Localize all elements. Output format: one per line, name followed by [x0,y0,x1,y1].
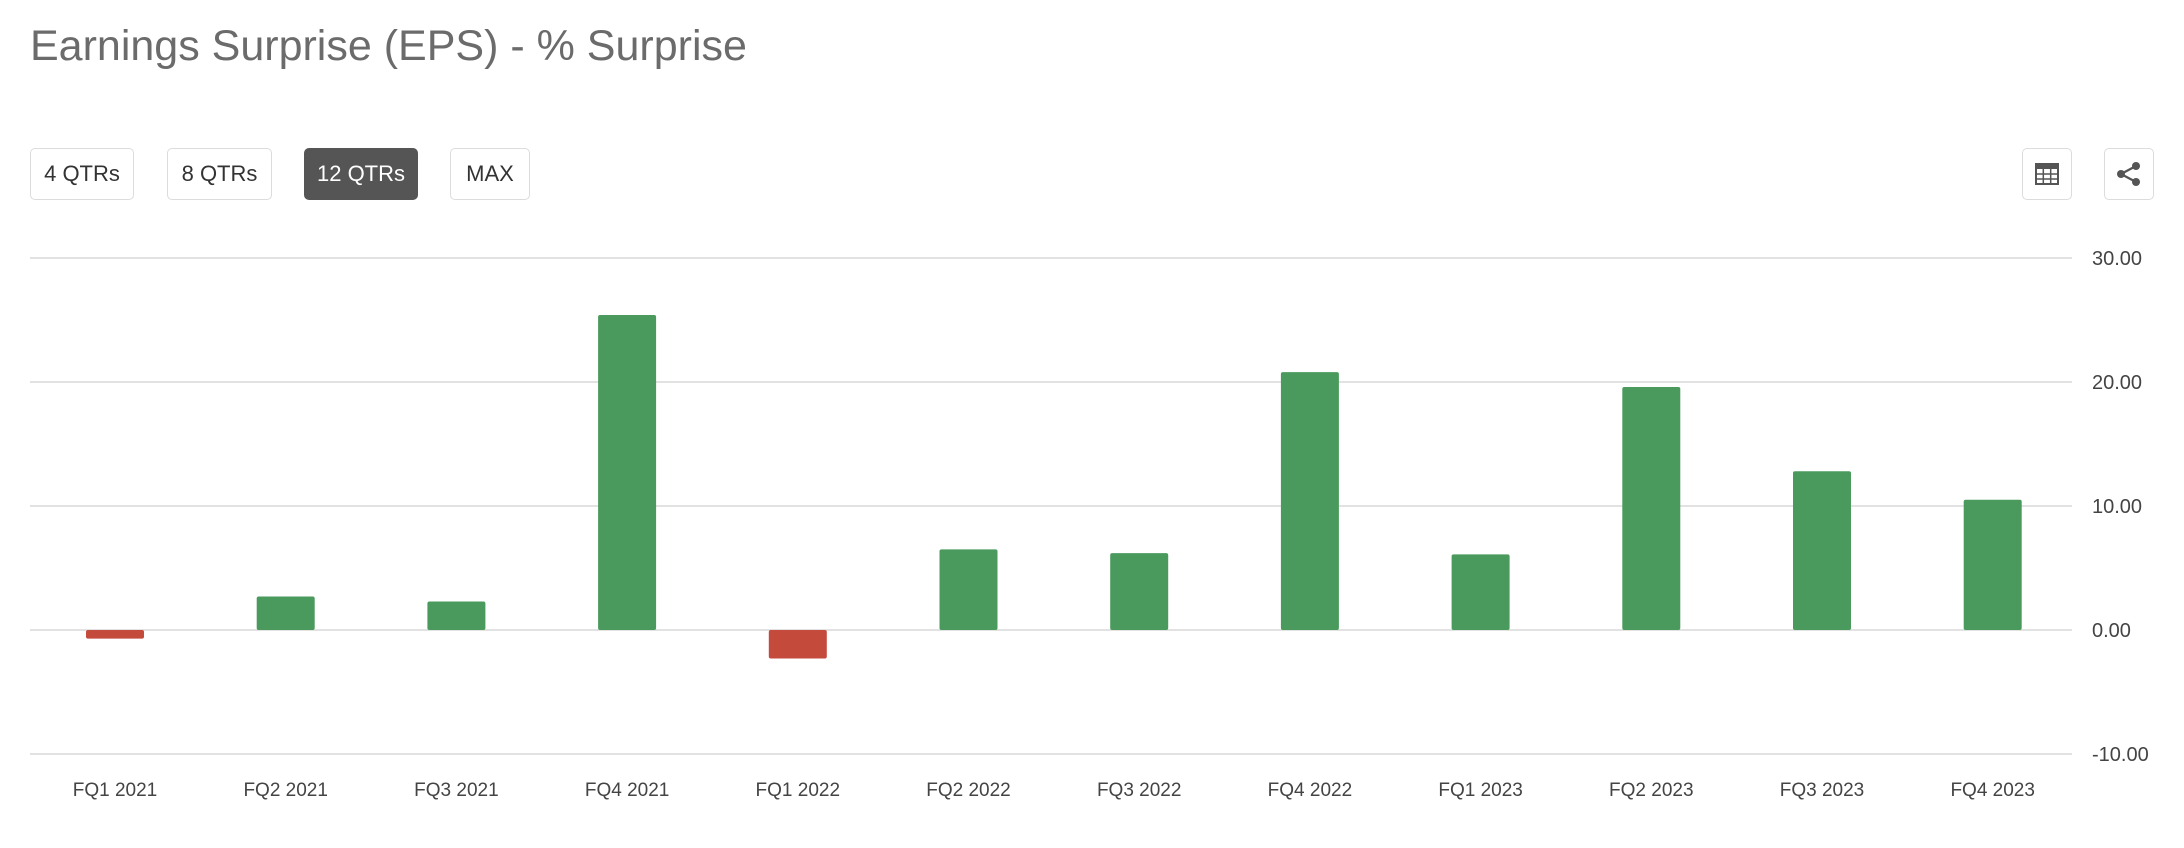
table-icon [2035,163,2059,185]
bar-fq1-2023[interactable] [1451,554,1510,630]
y-tick-label: 30.00 [2092,248,2142,270]
bar-fq4-2022[interactable] [1280,372,1339,630]
x-tick-label: FQ2 2022 [926,780,1011,801]
x-tick-label: FQ4 2021 [585,780,670,801]
x-tick-label: FQ1 2021 [73,780,158,801]
x-tick-label: FQ3 2022 [1097,780,1182,801]
x-tick-label: FQ4 2022 [1268,780,1353,801]
x-tick-label: FQ2 2023 [1609,780,1694,801]
bar-fq4-2021[interactable] [598,315,657,630]
x-tick-label: FQ3 2021 [414,780,499,801]
bar-fq3-2021[interactable] [427,601,486,630]
bar-fq2-2022[interactable] [939,549,998,630]
bar-fq2-2023[interactable] [1622,386,1681,630]
x-tick-label: FQ2 2021 [243,780,328,801]
y-tick-label: 0.00 [2092,620,2131,642]
bar-fq1-2021[interactable] [86,630,144,639]
page-title: Earnings Surprise (EPS) - % Surprise [30,22,747,70]
y-tick-label: 10.00 [2092,496,2142,518]
x-tick-label: FQ3 2023 [1780,780,1865,801]
y-tick-label: -10.00 [2092,744,2149,766]
table-view-button[interactable] [2022,148,2072,200]
x-tick-label: FQ4 2023 [1950,780,2035,801]
bar-fq1-2022[interactable] [768,630,827,659]
period-4-qtrs-button[interactable]: 4 QTRs [30,148,134,200]
period-12-qtrs-button[interactable]: 12 QTRs [304,148,418,200]
bar-fq3-2023[interactable] [1793,471,1851,630]
bar-fq4-2023[interactable] [1963,499,2022,630]
bar-fq2-2021[interactable] [256,596,315,630]
y-tick-label: 20.00 [2092,372,2142,394]
period-max-button[interactable]: MAX [450,148,530,200]
bar-fq3-2022[interactable] [1110,553,1169,630]
x-tick-label: FQ1 2023 [1438,780,1523,801]
period-8-qtrs-button[interactable]: 8 QTRs [167,148,272,200]
x-tick-label: FQ1 2022 [756,780,841,801]
share-button[interactable] [2104,148,2154,200]
share-icon [2117,162,2140,186]
